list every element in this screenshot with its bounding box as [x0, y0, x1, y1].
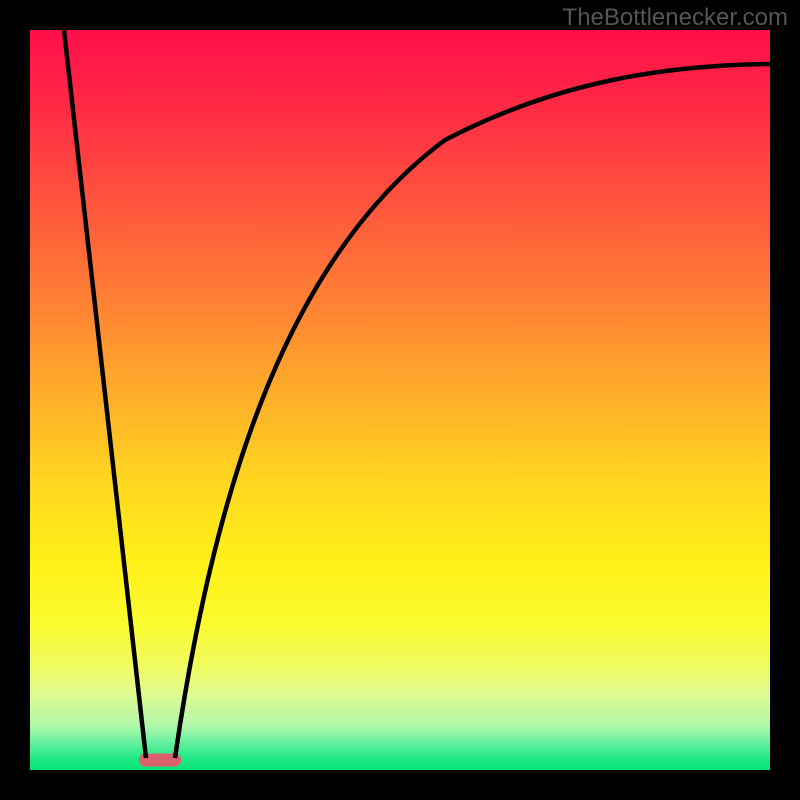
bottleneck-chart: [0, 0, 800, 800]
watermark-text: TheBottlenecker.com: [563, 4, 788, 32]
chart-container: TheBottlenecker.com: [0, 0, 800, 800]
plot-area: [30, 30, 770, 770]
